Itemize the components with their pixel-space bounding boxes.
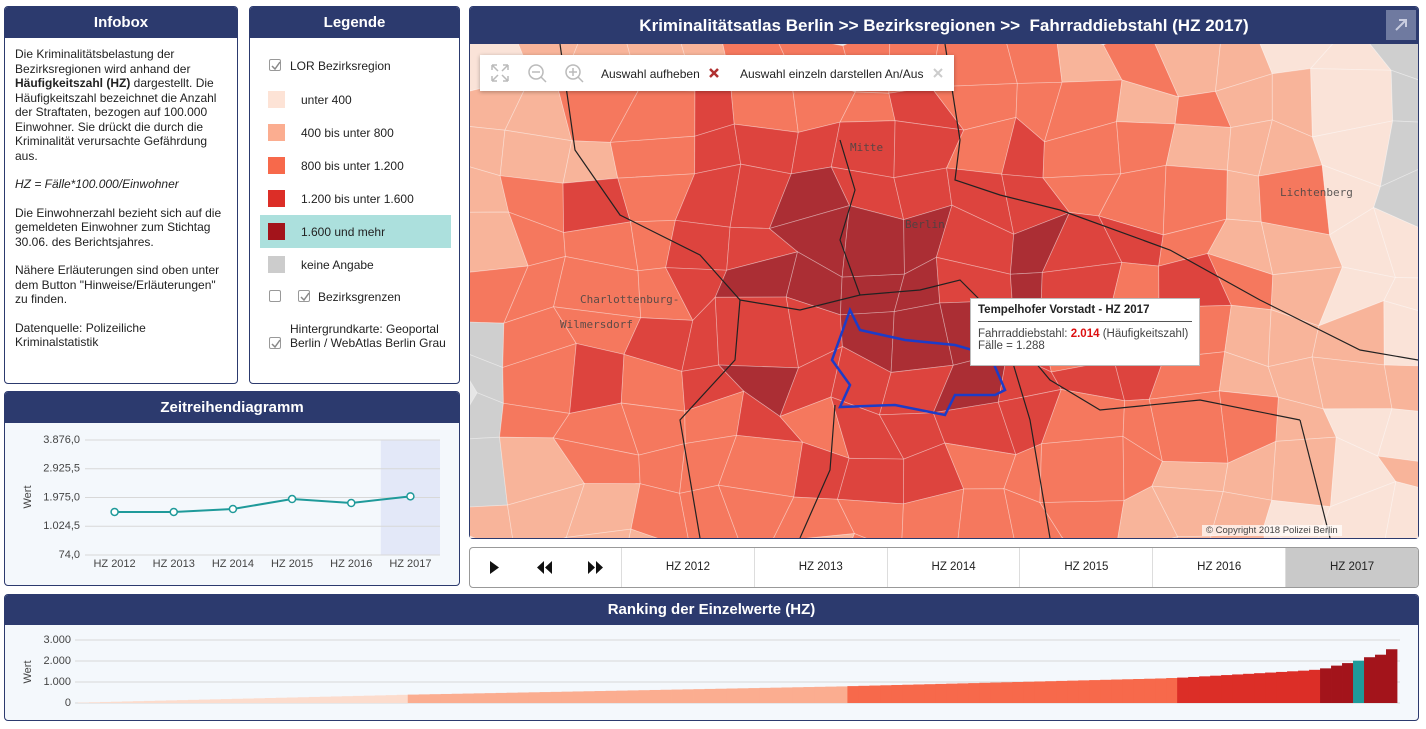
icon (1395, 19, 1407, 31)
checkbox[interactable] (298, 290, 310, 302)
check (271, 339, 281, 349)
borders-label[interactable]: Bezirksgrenzen (318, 290, 401, 304)
clear-selection[interactable]: Auswahl aufheben (601, 67, 700, 81)
timeline-year[interactable]: HZ 2013 (753, 548, 887, 587)
timeline-year[interactable]: HZ 2012 (621, 548, 754, 587)
map-toolbar: Auswahl aufheben Auswahl einzeln darstel… (480, 55, 954, 91)
tooltip-line: Fahrraddiebstahl: 2.014 (Häufigkeitszahl… (978, 328, 1192, 340)
checkbox[interactable] (269, 290, 281, 302)
legend-label[interactable]: keine Angabe (301, 258, 374, 272)
play-button[interactable] (490, 561, 499, 574)
legend-swatch[interactable] (268, 157, 285, 174)
paragraph: Datenquelle: Polizeiliche Kriminalstatis… (15, 320, 146, 350)
checkbox[interactable] (269, 59, 281, 71)
checkbox[interactable] (269, 337, 281, 349)
legend-label[interactable]: 1.200 bis unter 1.600 (301, 192, 414, 206)
timeline-year[interactable]: HZ 2014 (886, 548, 1020, 587)
info-text: Die Kriminalitätsbelastung der Bezirksre… (5, 38, 237, 373)
legend-label[interactable]: unter 400 (301, 93, 352, 107)
text: dargestellt. Die Häufigkeitszahl bezeich… (15, 76, 217, 163)
tooltip-value: 2.014 (1070, 328, 1100, 340)
paragraph: HZ = Fälle*100.000/Einwohner (15, 177, 227, 192)
legend-swatch[interactable] (268, 124, 285, 141)
expand-icon[interactable] (491, 64, 509, 82)
text: Fahrraddiebstahl: (978, 328, 1068, 340)
legend-swatch[interactable] (268, 190, 285, 207)
legend-label[interactable]: 1.600 und mehr (301, 225, 386, 239)
controls (490, 561, 603, 574)
paragraph: Nähere Erläuterungen sind oben unter dem… (15, 263, 220, 306)
legend-swatch[interactable] (268, 256, 285, 273)
map-tooltip: Tempelhofer Vorstadt - HZ 2017 Fahrraddi… (970, 298, 1200, 366)
legend-panel: Legende LOR Bezirksregion Bezirksgrenzen… (249, 6, 460, 384)
timeline: HZ 2012 HZ 2013 HZ 2014 HZ 2015 HZ 2016 HZ 20… (469, 547, 1419, 588)
legend-label[interactable]: 400 bis unter 800 (301, 126, 394, 140)
panel-title: Ranking der Einzelwerte (HZ) (5, 595, 1418, 625)
check (271, 61, 281, 71)
timeline-year[interactable]: HZ 2017 (1285, 548, 1418, 587)
tooltip-line: Fälle = 1.288 (978, 340, 1045, 352)
text: (Häufigkeitszahl) (1102, 328, 1189, 340)
paragraph: Die Einwohnerzahl bezieht sich auf die g… (15, 205, 222, 249)
basemap-label[interactable]: Hintergrundkarte: Geoportal Berlin / Web… (290, 322, 446, 350)
ranking-panel: Ranking der Einzelwerte (HZ) (4, 594, 1419, 721)
panel-title: Legende (250, 7, 459, 38)
check (300, 292, 310, 302)
panel-title: Infobox (5, 7, 237, 38)
bold-text: Häufigkeitszahl (HZ) (15, 76, 131, 90)
text: Die Kriminalitätsbelastung der Bezirksre… (15, 47, 191, 76)
tooltip-title: Tempelhofer Vorstadt - HZ 2017 (978, 304, 1192, 322)
panel-title: Zeitreihendiagramm (5, 392, 459, 423)
infobox: Infobox Die Kriminalitätsbelastung der B… (4, 6, 238, 384)
formula: HZ = Fälle*100.000/Einwohner (15, 177, 179, 191)
copyright: © Copyright 2018 Polizei Berlin (1202, 525, 1342, 536)
panel-title: Kriminalitätsatlas Berlin >> Bezirksregi… (470, 7, 1418, 44)
legend-label[interactable]: 800 bis unter 1.200 (301, 159, 404, 173)
toggle-icon[interactable] (932, 67, 944, 79)
map-controls (491, 64, 584, 83)
player-controls (470, 548, 621, 587)
legend-layer[interactable]: LOR Bezirksregion (290, 59, 391, 73)
legend-swatch[interactable] (268, 91, 285, 108)
toggle-selection[interactable]: Auswahl einzeln darstellen An/Aus (740, 67, 924, 81)
timeline-year[interactable]: HZ 2016 (1152, 548, 1285, 587)
paragraph: Die Kriminalitätsbelastung der Bezirksre… (15, 47, 227, 163)
legend-swatch[interactable] (268, 223, 285, 240)
clear-icon[interactable] (708, 67, 720, 79)
timeline-year[interactable]: HZ 2015 (1019, 548, 1152, 587)
fullscreen-button[interactable] (1386, 10, 1416, 40)
forward-button[interactable] (588, 561, 603, 574)
back-button[interactable] (537, 561, 552, 574)
legend-highlight (260, 215, 451, 248)
timeseries-panel: Zeitreihendiagramm (4, 391, 460, 586)
